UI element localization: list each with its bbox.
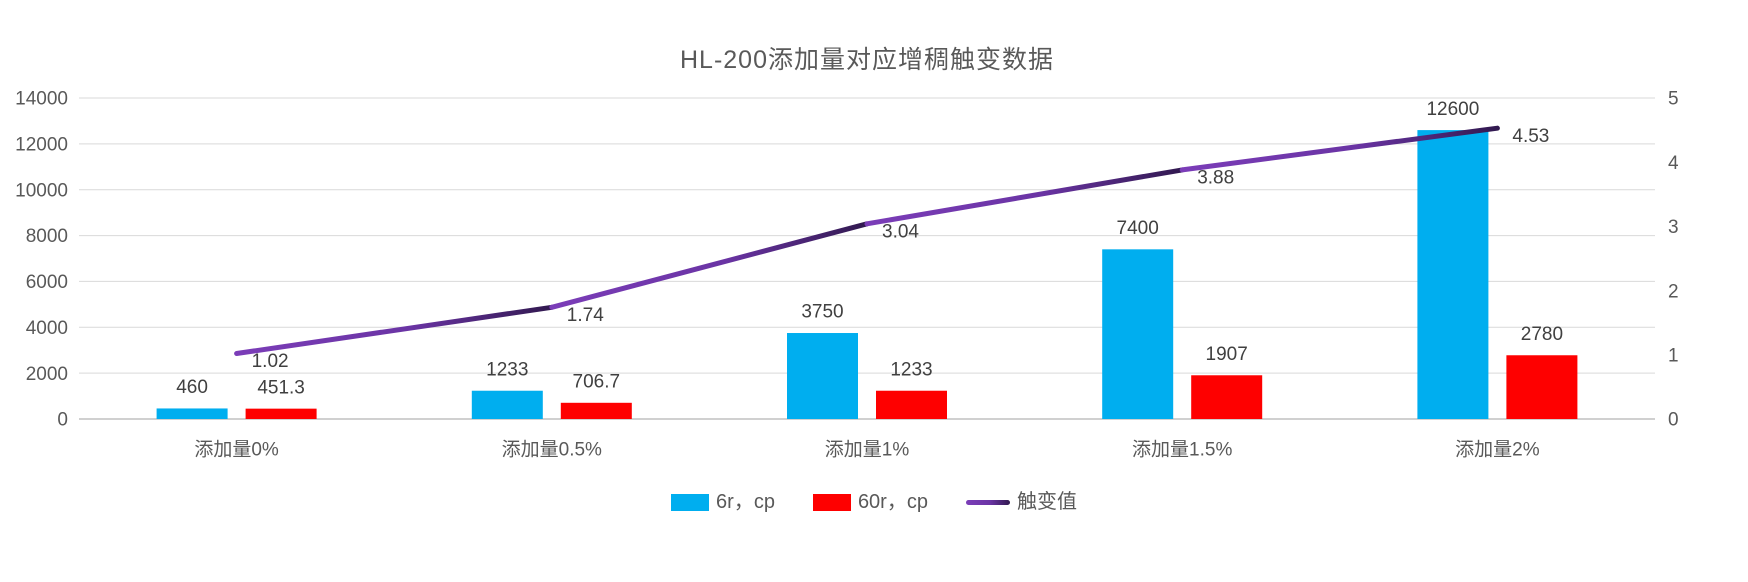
legend-swatch-60r-cp (812, 493, 851, 511)
left-axis-tick-label: 4000 (26, 318, 68, 339)
line-segment-thixotropy-3[interactable] (1179, 125, 1500, 173)
left-axis-tick-label: 6000 (26, 272, 68, 293)
right-axis-tick-label: 1 (1668, 345, 1679, 366)
legend-item-60r-cp[interactable]: 60r，cp (812, 490, 928, 514)
left-axis-tick-label: 8000 (26, 226, 68, 247)
chart-legend: 6r，cp 60r，cp 触变值 (0, 490, 1748, 514)
category-label: 添加量2% (1455, 439, 1540, 461)
legend-label-6r-cp: 6r，cp (716, 491, 775, 513)
bar-6r-cp-cat0[interactable] (156, 408, 228, 419)
legend-label-60r-cp: 60r，cp (857, 491, 928, 513)
bar-data-label: 3750 (801, 302, 843, 323)
bar-data-label: 12600 (1426, 99, 1479, 120)
category-label: 添加量0.5% (502, 439, 602, 461)
bar-6r-cp-cat1[interactable] (471, 390, 543, 419)
category-label: 添加量1.5% (1132, 439, 1232, 461)
left-axis-tick-label: 12000 (15, 135, 68, 156)
right-axis-tick-label: 5 (1668, 89, 1679, 110)
chart-title[interactable]: HL-200添加量对应增稠触变数据 (680, 46, 1054, 74)
legend-item-thixotropy[interactable]: 触变值 (965, 490, 1077, 514)
bar-6r-cp-cat3[interactable] (1102, 249, 1174, 419)
bar-60r-cp-cat2[interactable] (876, 390, 947, 419)
bar-60r-cp-cat0[interactable] (245, 408, 317, 419)
category-label: 添加量1% (825, 439, 910, 461)
left-axis-tick-label: 0 (57, 410, 68, 431)
category-label: 添加量0% (194, 439, 279, 461)
line-data-label: 3.04 (882, 221, 919, 242)
line-data-label: 1.74 (567, 305, 604, 326)
left-axis-tick-label: 14000 (15, 89, 68, 110)
legend-swatch-6r-cp (671, 493, 710, 511)
legend-label-thixotropy: 触变值 (1016, 491, 1077, 513)
bar-60r-cp-cat4[interactable] (1506, 355, 1578, 419)
bar-data-label: 1233 (486, 359, 528, 380)
bar-data-label: 706.7 (573, 371, 621, 392)
bar-data-label: 1907 (1206, 344, 1248, 365)
bar-data-label: 460 (176, 377, 208, 398)
legend-line-swatch-thixotropy (965, 499, 1010, 505)
bar-data-label: 7400 (1117, 218, 1159, 239)
bar-60r-cp-cat1[interactable] (560, 402, 632, 419)
left-axis-tick-label: 10000 (15, 180, 68, 201)
bar-60r-cp-cat3[interactable] (1191, 375, 1263, 419)
right-axis-tick-label: 4 (1668, 153, 1679, 174)
line-segment-thixotropy-2[interactable] (864, 167, 1185, 227)
bar-data-label: 451.3 (257, 377, 305, 398)
left-axis-tick-label: 2000 (26, 364, 68, 385)
bar-6r-cp-cat4[interactable] (1417, 130, 1489, 419)
right-axis-tick-label: 3 (1668, 217, 1679, 238)
legend-item-6r-cp[interactable]: 6r，cp (671, 490, 775, 514)
bar-6r-cp-cat2[interactable] (787, 333, 858, 419)
line-data-label: 1.02 (252, 351, 289, 372)
right-axis-tick-label: 2 (1668, 281, 1679, 302)
right-axis-tick-label: 0 (1668, 410, 1679, 431)
bar-data-label: 1233 (890, 359, 932, 380)
bar-data-label: 2780 (1521, 324, 1563, 345)
line-segment-thixotropy-0[interactable] (234, 304, 555, 357)
line-data-label: 3.88 (1197, 168, 1234, 189)
line-data-label: 4.53 (1512, 126, 1549, 147)
line-segment-thixotropy-1[interactable] (549, 221, 870, 310)
